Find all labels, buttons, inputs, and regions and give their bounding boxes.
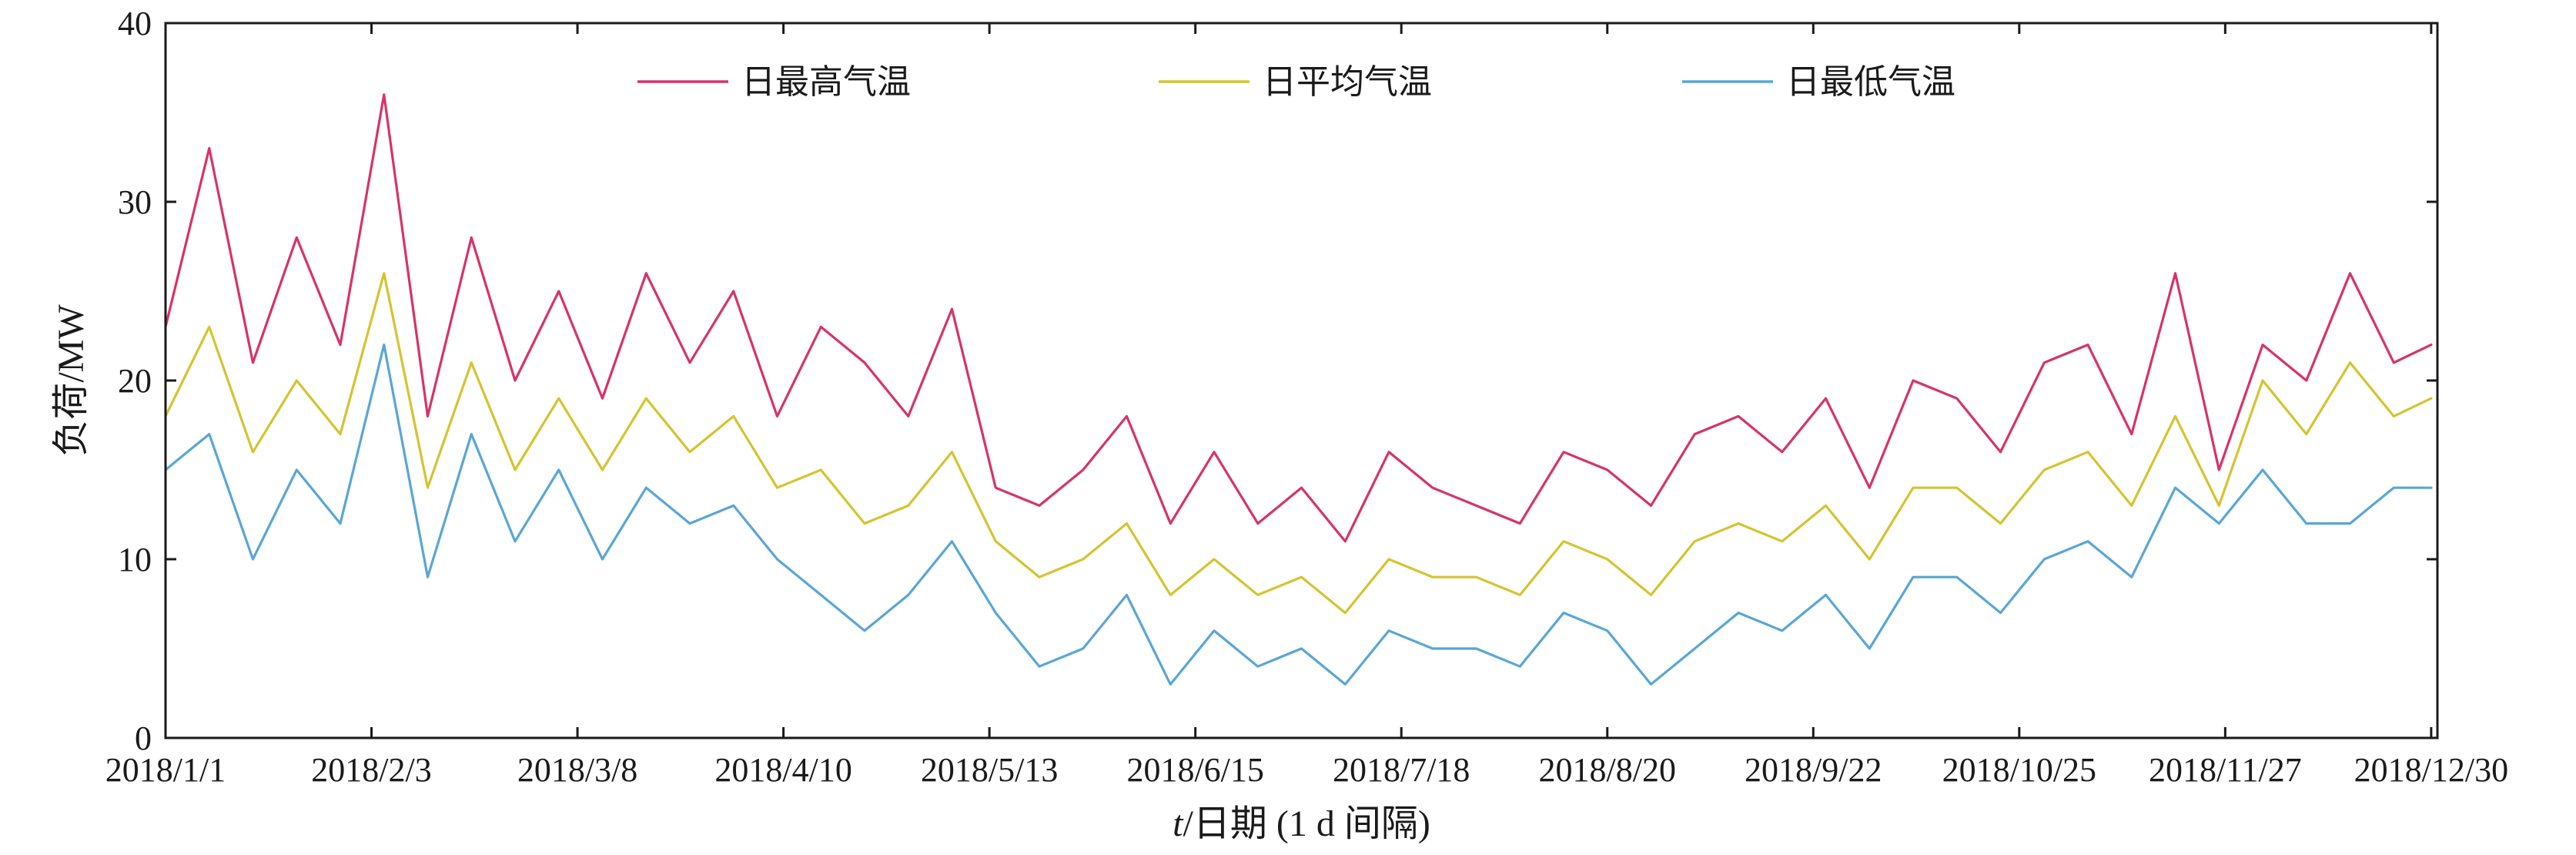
x-axis-title: t/日期 (1 d 间隔) xyxy=(1173,803,1430,844)
axes xyxy=(164,22,2439,739)
legend-label: 日最低气温 xyxy=(1786,62,1955,102)
x-tick-label: 2018/10/25 xyxy=(1942,751,2096,789)
x-axis-ticks: 2018/1/1 2018/2/3 2018/3/8 2018/4/10 2018/5/… xyxy=(105,23,2508,789)
x-tick-label: 2018/12/30 xyxy=(2354,751,2508,789)
x-tick-label: 2018/9/22 xyxy=(1745,751,1882,789)
y-axis-title: 负荷/MW xyxy=(51,304,92,457)
x-tick-label: 2018/2/3 xyxy=(311,751,431,789)
x-tick-label: 2018/8/20 xyxy=(1539,751,1676,789)
y-axis-ticks: 0 10 20 30 40 xyxy=(118,5,2437,757)
legend-label: 日平均气温 xyxy=(1263,62,1432,102)
x-tick-label: 2018/4/10 xyxy=(714,751,851,789)
legend: 日最高气温 日平均气温 日最低气温 xyxy=(637,62,1955,102)
y-tick-label: 0 xyxy=(135,719,152,757)
x-tick-label: 2018/7/18 xyxy=(1333,751,1470,789)
y-tick-label: 10 xyxy=(118,541,152,578)
x-tick-label: 2018/6/15 xyxy=(1126,751,1263,789)
series-line-2 xyxy=(164,344,2433,686)
x-tick-label: 2018/3/8 xyxy=(517,751,637,789)
x-axis-title-text: /日期 (1 d 间隔) xyxy=(1183,803,1430,844)
x-tick-label: 2018/5/13 xyxy=(921,751,1058,789)
y-tick-label: 20 xyxy=(118,362,152,400)
y-tick-label: 40 xyxy=(118,5,152,42)
legend-label: 日最高气温 xyxy=(741,62,911,102)
series-line-0 xyxy=(164,93,2433,543)
x-axis-title-variable: t xyxy=(1173,803,1184,844)
series-layer xyxy=(164,93,2433,686)
x-tick-label: 2018/1/1 xyxy=(105,751,226,789)
plot-frame xyxy=(164,22,2439,739)
y-tick-label: 30 xyxy=(118,183,152,221)
series-line-1 xyxy=(164,272,2433,615)
x-tick-label: 2018/11/27 xyxy=(2149,751,2302,789)
